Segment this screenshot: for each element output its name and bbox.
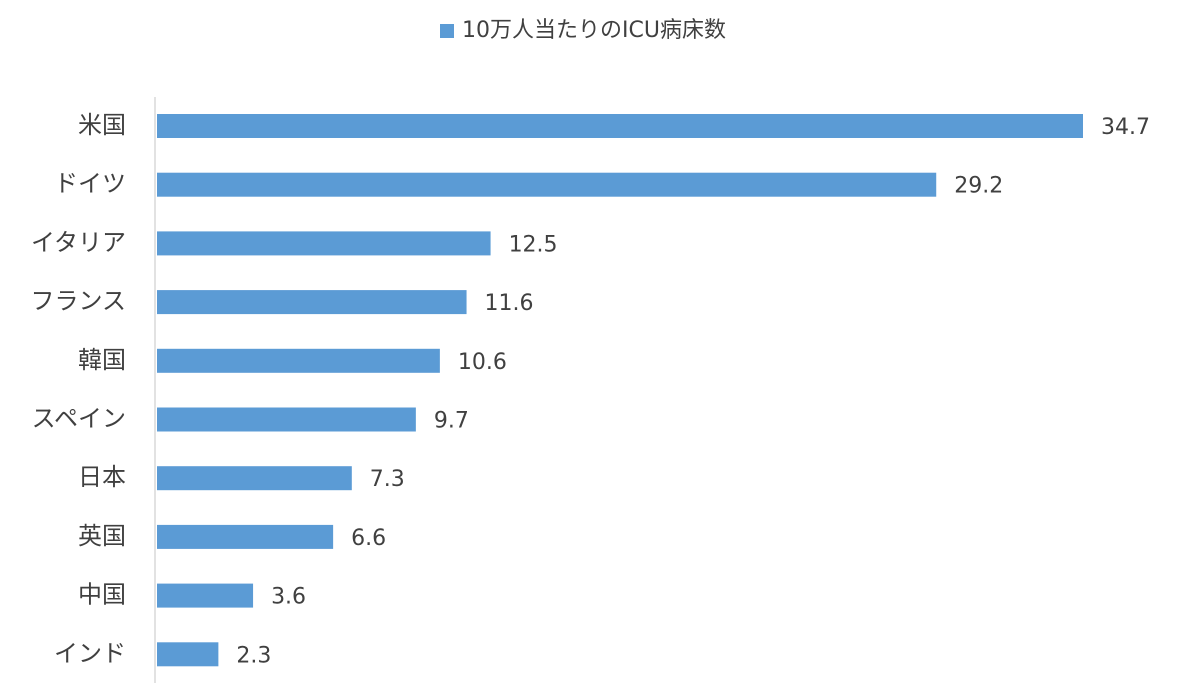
category-label: フランス [30, 287, 126, 315]
category-label: ドイツ [54, 170, 126, 198]
bar [157, 231, 491, 256]
bar [157, 348, 440, 373]
category-label: 米国 [78, 111, 126, 139]
category-label: インド [54, 639, 126, 667]
bar [157, 642, 219, 667]
category-label: イタリア [31, 228, 126, 256]
bar [157, 583, 254, 608]
bar [157, 524, 334, 549]
value-label: 12.5 [509, 232, 558, 257]
category-label: スペイン [32, 405, 126, 433]
value-label: 10.6 [458, 350, 507, 375]
value-label: 2.3 [236, 643, 271, 668]
bar [157, 407, 416, 432]
category-label: 中国 [78, 581, 126, 609]
value-label: 11.6 [485, 291, 534, 316]
legend-label: 10万人当たりのICU病床数 [462, 18, 726, 43]
value-label: 34.7 [1101, 115, 1150, 140]
value-label: 29.2 [954, 174, 1003, 199]
value-label: 6.6 [351, 526, 386, 551]
category-label: 英国 [78, 522, 126, 550]
bar [157, 172, 937, 197]
value-label: 3.6 [271, 585, 306, 610]
legend-swatch [440, 24, 454, 38]
category-label: 韓国 [78, 346, 126, 374]
value-label: 9.7 [434, 409, 469, 434]
value-label: 7.3 [370, 467, 405, 492]
bar [157, 290, 467, 315]
bar [157, 114, 1083, 138]
category-label: 日本 [78, 463, 126, 491]
bar [157, 466, 352, 491]
